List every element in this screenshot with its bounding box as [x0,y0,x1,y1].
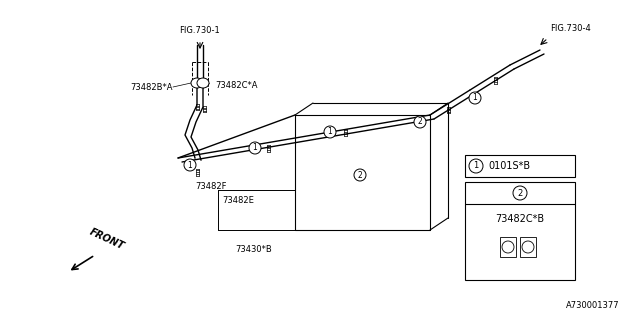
Circle shape [502,241,514,253]
Text: 2: 2 [517,188,523,197]
Circle shape [249,142,261,154]
Text: 1: 1 [328,127,332,137]
Circle shape [354,169,366,181]
Text: 2: 2 [358,171,362,180]
Circle shape [522,241,534,253]
Circle shape [513,186,527,200]
Circle shape [469,92,481,104]
Ellipse shape [191,78,203,88]
Circle shape [324,126,336,138]
Text: FIG.730-1: FIG.730-1 [180,26,220,35]
Text: 73482E: 73482E [222,196,254,205]
Circle shape [469,159,483,173]
Text: 1: 1 [474,162,479,171]
Text: 2: 2 [418,117,422,126]
Circle shape [184,159,196,171]
Text: FIG.730-4: FIG.730-4 [550,24,591,33]
Ellipse shape [197,78,209,88]
Text: 73430*B: 73430*B [235,245,272,254]
Text: FRONT: FRONT [88,227,126,252]
Text: 1: 1 [188,161,193,170]
Text: A730001377: A730001377 [566,301,620,310]
Text: 0101S*B: 0101S*B [488,161,530,171]
Text: 73482B*A: 73482B*A [130,83,173,92]
Text: 1: 1 [253,143,257,153]
Text: 73482C*B: 73482C*B [495,214,545,224]
Circle shape [414,116,426,128]
Text: 1: 1 [472,93,477,102]
Text: 73482C*A: 73482C*A [215,81,257,90]
Text: 73482F: 73482F [195,182,227,191]
